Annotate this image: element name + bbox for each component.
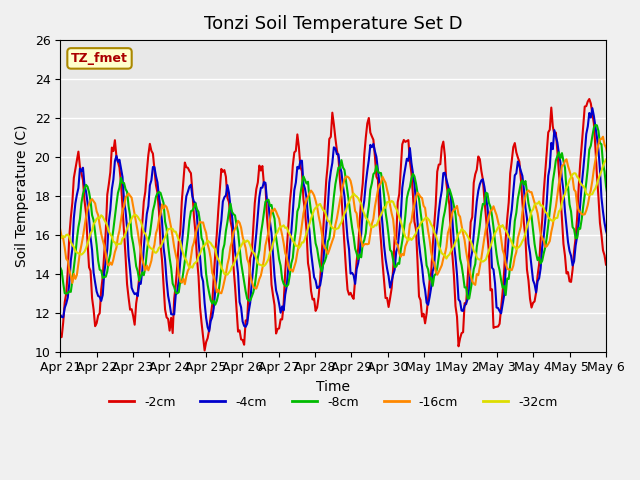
-32cm <box>357 201 365 207</box>
-2cm <box>559 241 567 247</box>
-4cm <box>357 231 365 237</box>
-4cm <box>76 166 84 171</box>
-32cm <box>76 251 84 256</box>
-2cm <box>201 348 209 353</box>
-4cm <box>620 97 628 103</box>
-2cm <box>94 312 102 318</box>
-8cm <box>56 264 64 270</box>
-4cm <box>94 293 102 299</box>
-8cm <box>357 254 365 260</box>
-4cm <box>637 216 640 221</box>
-32cm <box>223 272 231 277</box>
-8cm <box>628 118 636 124</box>
-2cm <box>56 335 64 340</box>
-32cm <box>94 215 102 220</box>
-32cm <box>605 152 613 157</box>
X-axis label: Time: Time <box>316 380 350 394</box>
Line: -2cm: -2cm <box>60 76 640 350</box>
-32cm <box>637 156 640 162</box>
Line: -8cm: -8cm <box>60 121 640 305</box>
-16cm <box>76 250 84 255</box>
Line: -16cm: -16cm <box>60 134 640 293</box>
-8cm <box>211 302 219 308</box>
-16cm <box>473 271 481 277</box>
-2cm <box>637 264 640 270</box>
-16cm <box>94 212 102 218</box>
-32cm <box>56 236 64 241</box>
Line: -4cm: -4cm <box>60 100 640 331</box>
-8cm <box>76 216 84 222</box>
Y-axis label: Soil Temperature (C): Soil Temperature (C) <box>15 125 29 267</box>
Line: -32cm: -32cm <box>60 155 640 275</box>
-8cm <box>559 158 567 164</box>
-4cm <box>205 328 213 334</box>
-2cm <box>357 195 365 201</box>
-16cm <box>639 146 640 152</box>
-2cm <box>76 164 84 169</box>
-32cm <box>559 194 567 200</box>
-16cm <box>637 138 640 144</box>
-2cm <box>473 167 481 172</box>
-32cm <box>473 254 481 260</box>
-16cm <box>357 238 365 243</box>
-4cm <box>56 312 64 318</box>
-4cm <box>639 219 640 225</box>
-2cm <box>639 258 640 264</box>
Title: Tonzi Soil Temperature Set D: Tonzi Soil Temperature Set D <box>204 15 463 33</box>
-8cm <box>473 244 481 250</box>
-8cm <box>637 170 640 176</box>
Legend: -2cm, -4cm, -8cm, -16cm, -32cm: -2cm, -4cm, -8cm, -16cm, -32cm <box>104 391 563 414</box>
-4cm <box>473 199 481 204</box>
-16cm <box>634 131 640 137</box>
-8cm <box>639 186 640 192</box>
-16cm <box>56 227 64 232</box>
-2cm <box>622 73 630 79</box>
Text: TZ_fmet: TZ_fmet <box>71 52 128 65</box>
-16cm <box>559 162 567 168</box>
-32cm <box>639 155 640 160</box>
-16cm <box>218 290 225 296</box>
-8cm <box>94 258 102 264</box>
-4cm <box>559 188 567 194</box>
